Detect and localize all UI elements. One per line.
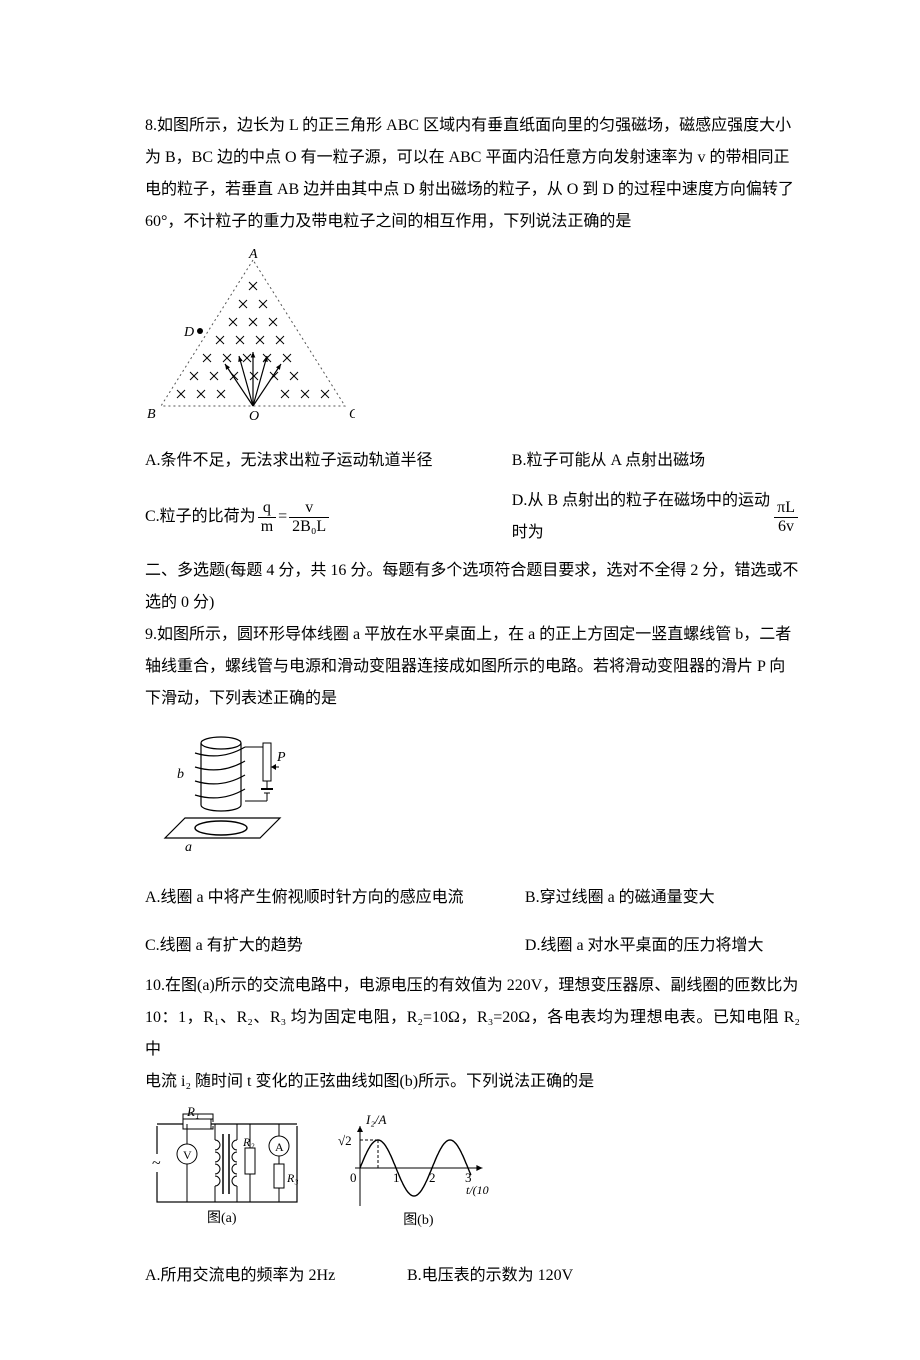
svg-text:C: C xyxy=(349,407,355,421)
q8-stem-line: 为 B，BC 边的中点 O 有一粒子源，可以在 ABC 平面内沿任意方向发射速率… xyxy=(145,142,800,174)
q8-optc-rhs-frac: v 2B₀L xyxy=(289,499,329,535)
q8-optd-den: 6v xyxy=(774,518,798,536)
q10-stem-line: 10：1，R₁、R₂、R₃ 均为固定电阻，R₂=10Ω，R₃=20Ω，各电表均为… xyxy=(145,1002,800,1066)
q8-option-d-prefix: D.从 B 点射出的粒子在磁场中的运动时为 xyxy=(512,485,772,549)
svg-text:B: B xyxy=(147,407,156,421)
q9-stem-line: 下滑动，下列表述正确的是 xyxy=(145,683,800,715)
q10-stem-line: 10.在图(a)所示的交流电路中，电源电压的有效值为 220V，理想变压器原、副… xyxy=(145,970,800,1002)
svg-text:P: P xyxy=(276,750,286,765)
svg-text:t/(10⁻²s): t/(10⁻²s) xyxy=(466,1183,490,1197)
q8-stem-line: 60°，不计粒子的重力及带电粒子之间的相互作用，下列说法正确的是 xyxy=(145,206,800,238)
q9-stem-line: 轴线重合，螺线管与电源和滑动变阻器连接成如图所示的电路。若将滑动变阻器的滑片 P… xyxy=(145,651,800,683)
q9-option-b: B.穿过线圈 a 的磁通量变大 xyxy=(525,874,800,922)
q10-figure: ~R₁VR₂AR₃图(a)0123√2I₂/At/(10⁻²s)图(b) xyxy=(145,1106,800,1248)
section2-line2: 选的 0 分) xyxy=(145,587,800,619)
q8-figure: A B C D O xyxy=(145,246,800,433)
svg-text:A: A xyxy=(275,1140,284,1154)
q8-optc-lhs-den: m xyxy=(258,518,276,536)
q9-option-a: A.线圈 a 中将产生俯视顺时针方向的感应电流 xyxy=(145,874,525,922)
q8-option-c: C.粒子的比荷为 q m = v 2B₀L xyxy=(145,493,512,541)
svg-text:R₁: R₁ xyxy=(186,1106,199,1119)
svg-text:I₂/A: I₂/A xyxy=(365,1112,386,1127)
q8-option-b: B.粒子可能从 A 点射出磁场 xyxy=(512,437,800,485)
svg-text:A: A xyxy=(248,247,258,262)
svg-text:√2: √2 xyxy=(338,1133,352,1148)
svg-text:b: b xyxy=(177,767,184,782)
q8-optc-eq: = xyxy=(278,501,287,533)
q10-option-b: B.电压表的示数为 120V xyxy=(407,1252,800,1300)
svg-text:R₂: R₂ xyxy=(242,1135,255,1149)
svg-text:~: ~ xyxy=(152,1155,161,1172)
q8-optc-rhs-den: 2B₀L xyxy=(289,518,329,536)
svg-text:a: a xyxy=(185,840,192,855)
q8-optc-rhs-num: v xyxy=(289,499,329,518)
q8-option-c-prefix: C.粒子的比荷为 xyxy=(145,501,256,533)
q10-options-row: A.所用交流电的频率为 2Hz B.电压表的示数为 120V xyxy=(145,1252,800,1300)
svg-text:1: 1 xyxy=(393,1170,400,1185)
q9-options-row1: A.线圈 a 中将产生俯视顺时针方向的感应电流 B.穿过线圈 a 的磁通量变大 xyxy=(145,874,800,922)
svg-text:R₃: R₃ xyxy=(286,1171,299,1185)
section2-line1: 二、多选题(每题 4 分，共 16 分。每题有多个选项符合题目要求，选对不全得 … xyxy=(145,555,800,587)
q9-option-c: C.线圈 a 有扩大的趋势 xyxy=(145,922,525,970)
q10-stem-line: 电流 i₂ 随时间 t 变化的正弦曲线如图(b)所示。下列说法正确的是 xyxy=(145,1066,800,1098)
svg-text:2: 2 xyxy=(429,1170,436,1185)
svg-text:图(b): 图(b) xyxy=(403,1213,434,1228)
q8-optd-frac: πL 6v xyxy=(774,499,798,535)
section-2-heading: 二、多选题(每题 4 分，共 16 分。每题有多个选项符合题目要求，选对不全得 … xyxy=(145,555,800,619)
q8-option-d: D.从 B 点射出的粒子在磁场中的运动时为 πL 6v xyxy=(512,485,800,549)
svg-text:0: 0 xyxy=(350,1170,357,1185)
question-9: 9.如图所示，圆环形导体线圈 a 平放在水平桌面上，在 a 的正上方固定一竖直螺… xyxy=(145,619,800,970)
q8-optc-lhs-num: q xyxy=(258,499,276,518)
solenoid-ring-diagram: b a P xyxy=(145,723,305,858)
q9-figure: b a P xyxy=(145,723,800,870)
q8-option-a: A.条件不足，无法求出粒子运动轨道半径 xyxy=(145,437,512,485)
q8-stem-line: 电的粒子，若垂直 AB 边并由其中点 D 射出磁场的粒子，从 O 到 D 的过程… xyxy=(145,174,800,206)
question-10: 10.在图(a)所示的交流电路中，电源电压的有效值为 220V，理想变压器原、副… xyxy=(145,970,800,1300)
svg-text:V: V xyxy=(183,1148,192,1162)
q8-optd-num: πL xyxy=(774,499,798,518)
q8-optc-lhs-frac: q m xyxy=(258,499,276,535)
triangle-field-diagram: A B C D O xyxy=(145,246,355,421)
svg-text:图(a): 图(a) xyxy=(207,1211,237,1226)
q9-options-row2: C.线圈 a 有扩大的趋势 D.线圈 a 对水平桌面的压力将增大 xyxy=(145,922,800,970)
q9-option-d: D.线圈 a 对水平桌面的压力将增大 xyxy=(525,922,800,970)
q8-options-row2: C.粒子的比荷为 q m = v 2B₀L D.从 B 点射出的粒子在磁场中的运… xyxy=(145,485,800,549)
svg-text:D: D xyxy=(183,325,194,340)
q10-option-a: A.所用交流电的频率为 2Hz xyxy=(145,1252,407,1300)
svg-text:O: O xyxy=(249,409,259,421)
q9-stem-line: 9.如图所示，圆环形导体线圈 a 平放在水平桌面上，在 a 的正上方固定一竖直螺… xyxy=(145,619,800,651)
q8-options-row1: A.条件不足，无法求出粒子运动轨道半径 B.粒子可能从 A 点射出磁场 xyxy=(145,437,800,485)
q8-stem-line: 8.如图所示，边长为 L 的正三角形 ABC 区域内有垂直纸面向里的匀强磁场，磁… xyxy=(145,110,800,142)
question-8: 8.如图所示，边长为 L 的正三角形 ABC 区域内有垂直纸面向里的匀强磁场，磁… xyxy=(145,110,800,549)
transformer-circuit-diagram: ~R₁VR₂AR₃图(a)0123√2I₂/At/(10⁻²s)图(b) xyxy=(145,1106,490,1236)
